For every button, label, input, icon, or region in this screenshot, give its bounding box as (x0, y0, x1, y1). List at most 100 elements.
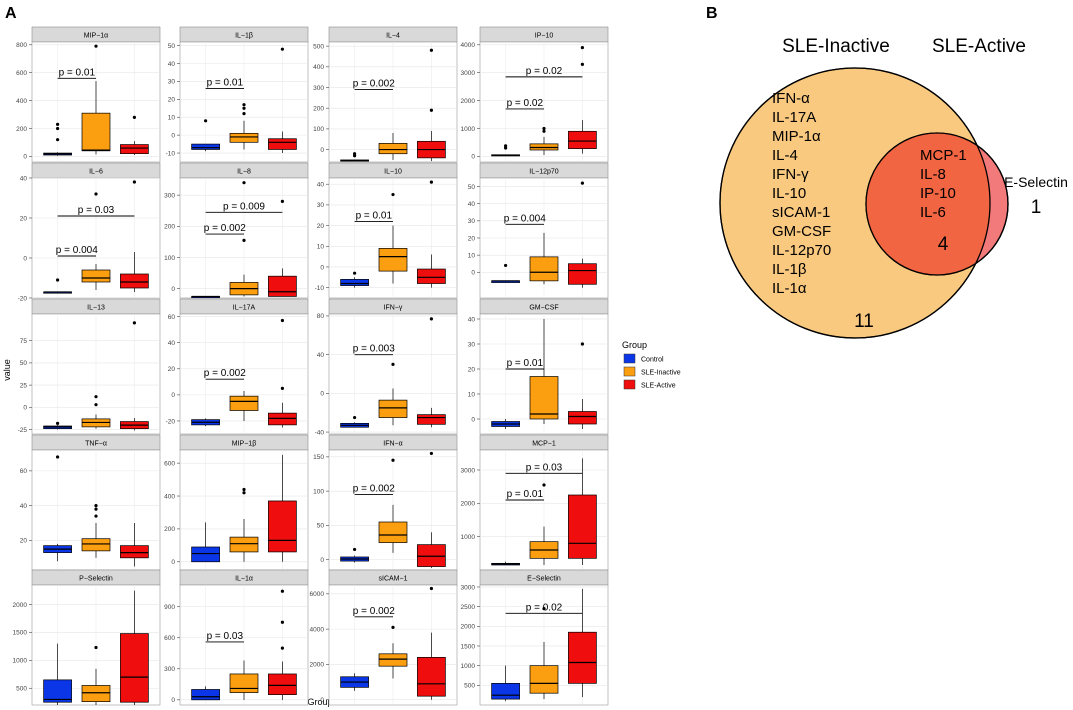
panel-10: IFN−γ -40 0 40 80 p = 0.003 (315, 298, 458, 436)
y-tick-label: 100 (313, 126, 324, 133)
outlier-point (280, 318, 284, 323)
y-tick-label: 0 (320, 264, 324, 271)
panel-3: IP−10 0 1000 2000 3000 4000 p = 0.02 p = 0.02 (461, 26, 609, 163)
y-tick-label: -10 (315, 285, 325, 292)
y-tick-label: 40 (20, 175, 28, 182)
outlier-point (242, 487, 246, 492)
p-value-label: p = 0.002 (353, 484, 395, 495)
outlier-point (280, 589, 284, 593)
venn-shared-items: MCP-1 IL-8 IP-10 IL-6 (920, 147, 967, 221)
legend-label-sle-inactive: SLE-Inactive (641, 370, 681, 377)
y-tick-label: -20 (166, 418, 176, 425)
box-sle-inactive (229, 395, 259, 411)
y-tick-label: 40 (168, 340, 176, 347)
panel-18: sICAM−1 0 2000 4000 6000 p = 0.002 (310, 569, 458, 706)
box-sle-active (268, 673, 297, 696)
outlier-point (504, 146, 508, 150)
y-tick-label: 10 (168, 115, 176, 122)
outlier-point (94, 395, 98, 399)
box-sle-inactive (378, 247, 408, 272)
outlier-point (242, 181, 246, 185)
p-value-label: p = 0.002 (353, 606, 395, 617)
outlier-point (542, 126, 546, 131)
panel-title: IL−8 (237, 169, 251, 176)
box-sle-active (268, 275, 297, 297)
venn-count-inactive: 11 (854, 311, 874, 332)
venn-inactive-item: IL-1β (772, 261, 807, 278)
y-tick-label: 50 (468, 184, 476, 191)
y-tick-label: 100 (164, 255, 175, 262)
p-value-label: p = 0.01 (207, 78, 244, 89)
panel-0: MIP−1α 0 200 400 600 800 p = 0.01 (16, 26, 161, 163)
venn-inactive-item: sICAM-1 (772, 204, 830, 221)
outlier-point (242, 103, 246, 107)
y-tick-label: 100 (313, 488, 324, 495)
box-sle-inactive (529, 256, 559, 282)
panel-7: IL−12p70 0 10 20 30 40 50 p = 0.004 (468, 162, 609, 299)
panel-title: IL−4 (386, 33, 400, 40)
y-tick-label: 1000 (461, 534, 476, 541)
outlier-point (132, 321, 136, 325)
y-tick-label: 10 (317, 244, 325, 251)
venn-shared-item: IL-6 (920, 204, 946, 221)
y-tick-label: 10 (468, 391, 476, 398)
outlier-point (56, 278, 60, 282)
panel-19: E−Selectin 500 1000 1500 2000 2500 3000 p = 0.0… (461, 569, 609, 706)
y-tick-label: 4000 (461, 42, 476, 49)
outlier-point (504, 263, 508, 268)
panel-title: IL−1α (235, 576, 253, 583)
legend-title: Group (622, 340, 647, 350)
box-sle-active (568, 263, 597, 285)
y-tick-label: 400 (164, 493, 175, 500)
outlier-point (429, 317, 433, 321)
venn-label-inactive: SLE-Inactive (782, 36, 890, 57)
venn-overlap (866, 133, 990, 275)
venn-inactive-items: IFN-α IL-17A MIP-1α IL-4 IFN-γ IL-10 sICAM-1 GM… (772, 90, 831, 297)
outlier-point (280, 47, 284, 51)
outlier-point (132, 180, 136, 184)
p-value-label: p = 0.01 (507, 358, 544, 369)
y-tick-label: 1000 (461, 126, 476, 133)
venn-inactive-item: MIP-1α (772, 128, 821, 145)
x-axis-label: Group (307, 697, 332, 707)
y-tick-label: 500 (313, 43, 324, 50)
legend-swatch-sle-active (623, 379, 636, 390)
outlier-point (94, 507, 98, 511)
box-sle-active (568, 130, 597, 149)
y-tick-label: -40 (315, 429, 325, 436)
box-sle-active (417, 544, 446, 567)
y-tick-label: 2000 (310, 662, 325, 669)
y-tick-label: 600 (16, 70, 27, 77)
outlier-point (94, 403, 98, 407)
panel-title: MIP−1β (232, 441, 256, 448)
box-sle-inactive (229, 536, 259, 553)
p-value-label: p = 0.03 (526, 462, 563, 473)
panel-title: IL−17A (233, 305, 256, 312)
p-value-label: p = 0.02 (526, 602, 563, 613)
legend-label-control: Control (641, 357, 664, 364)
y-tick-label: 150 (313, 454, 324, 461)
venn-inactive-item: IL-10 (772, 185, 806, 202)
box-sle-inactive (81, 112, 111, 152)
venn-shared-item: MCP-1 (920, 147, 967, 164)
y-tick-label: 0 (171, 697, 175, 704)
box-control (43, 679, 72, 703)
y-tick-label: 1000 (461, 663, 476, 670)
panel-title: IFN−α (383, 441, 402, 448)
venn-inactive-item: IL-1α (772, 280, 807, 297)
outlier-point (56, 126, 60, 131)
panel-11: GM−CSF 0 10 20 30 40 p = 0.01 (468, 298, 609, 435)
y-tick-label: 0 (471, 270, 475, 277)
y-tick-label: 300 (164, 666, 175, 673)
p-value-label: p = 0.002 (204, 223, 246, 234)
panel-title: E−Selectin (527, 576, 561, 583)
y-tick-label: 0 (171, 559, 175, 566)
outlier-point (580, 62, 585, 66)
venn-active-item: E-Selectin (1004, 174, 1068, 190)
y-tick-label: 800 (16, 42, 27, 49)
panel-4: IL−6 -20 0 20 40 p = 0.004 p = 0.03 (18, 162, 161, 302)
y-tick-label: 30 (168, 79, 176, 86)
outlier-point (391, 625, 395, 629)
y-tick-label: 2000 (13, 602, 28, 609)
outlier-point (94, 192, 98, 196)
